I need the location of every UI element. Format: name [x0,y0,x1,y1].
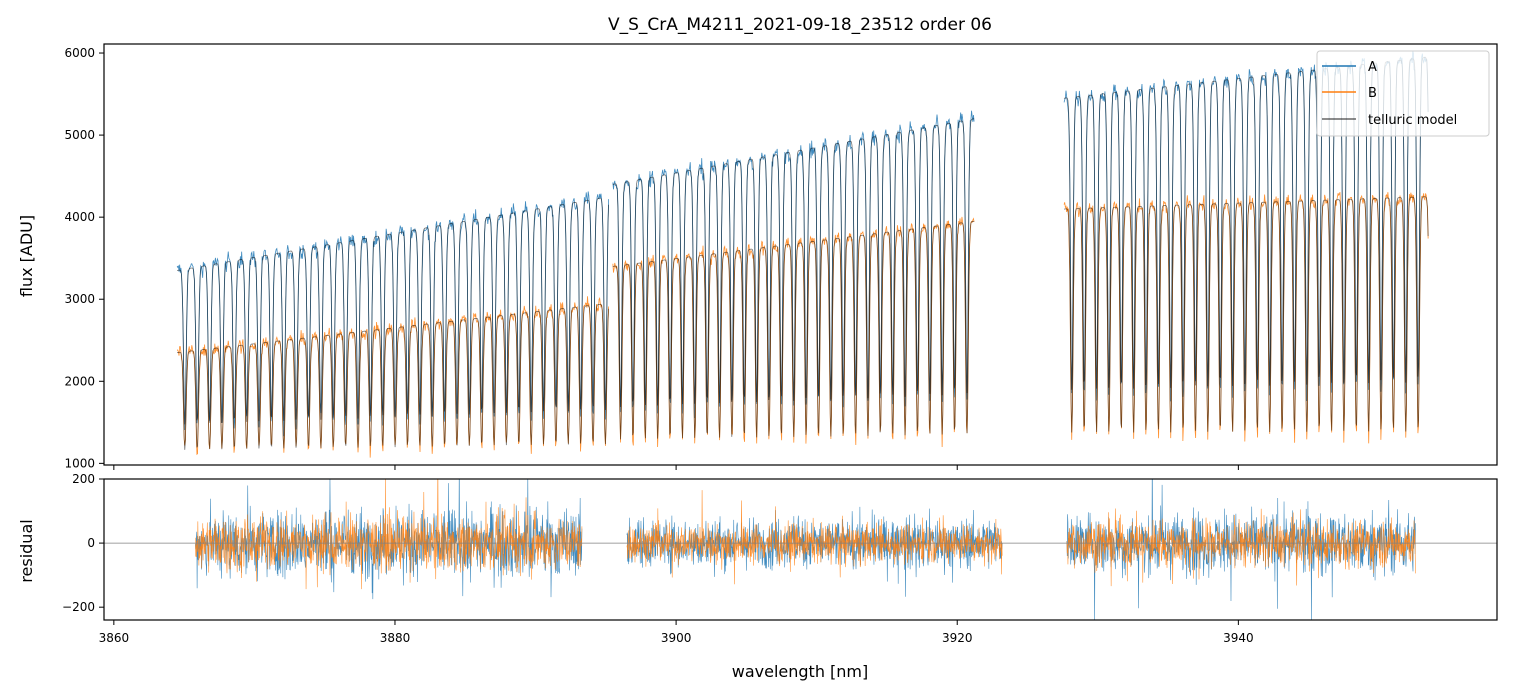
legend-box [1316,50,1490,137]
flux-y-axis-label: flux [ADU] [17,215,36,297]
residual-plot-area [104,479,1497,620]
flux-plot-area [176,50,1429,458]
residual-A-segment-1 [626,506,1003,597]
residual-B-segment-0 [195,479,583,590]
residual-x-ticks: 3860 3880 3900 3920 3940 [99,620,1254,645]
flux-x-ticks [113,465,1239,470]
telluric-model-A-segment-0 [176,197,610,425]
residual-B-segment-1 [626,490,1003,585]
flux-ytick-label: 4000 [64,210,95,224]
flux-y-ticks: 1000 2000 3000 4000 5000 6000 [64,46,104,470]
residual-xtick-label: 3920 [942,631,973,645]
residual-xtick-label: 3880 [380,631,411,645]
legend-label-telluric-model: telluric model [1368,113,1457,128]
residual-y-ticks: −200 0 200 [62,472,104,614]
residual-y-axis-label: residual [17,519,36,582]
residual-ytick-label: 0 [87,536,95,550]
residual-panel: −200 0 200 3860 3880 3900 3920 3940 residual w… [17,472,1498,681]
flux-ytick-label: 5000 [64,128,95,142]
x-axis-label: wavelength [nm] [732,662,869,681]
residual-axes-frame [103,478,1498,621]
flux-axes-frame [103,43,1498,466]
telluric-model-A-segment-2 [1063,57,1429,390]
flux-ytick-label: 1000 [64,456,95,470]
residual-ytick-label: 200 [72,472,95,486]
residual-B-segment-2 [1066,508,1416,587]
legend: A B telluric model [1316,50,1490,137]
chart-title: V_S_CrA_M4211_2021-09-18_23512 order 06 [608,15,992,35]
legend-label-B: B [1368,86,1377,101]
residual-xtick-label: 3860 [99,631,130,645]
residual-ytick-label: −200 [62,600,95,614]
flux-ytick-label: 2000 [64,374,95,388]
residual-xtick-label: 3900 [661,631,692,645]
residual-xtick-label: 3940 [1223,631,1254,645]
telluric-model-B-segment-0 [176,303,610,450]
telluric-model-A-segment-1 [612,118,975,408]
flux-panel: 1000 2000 3000 4000 5000 6000 flux [ADU] A B … [17,43,1498,470]
legend-label-A: A [1368,60,1377,75]
telluric-model-B-segment-1 [612,220,975,440]
telluric-model-B-segment-2 [1063,196,1429,433]
flux-ytick-label: 6000 [64,46,95,60]
flux-ytick-label: 3000 [64,292,95,306]
